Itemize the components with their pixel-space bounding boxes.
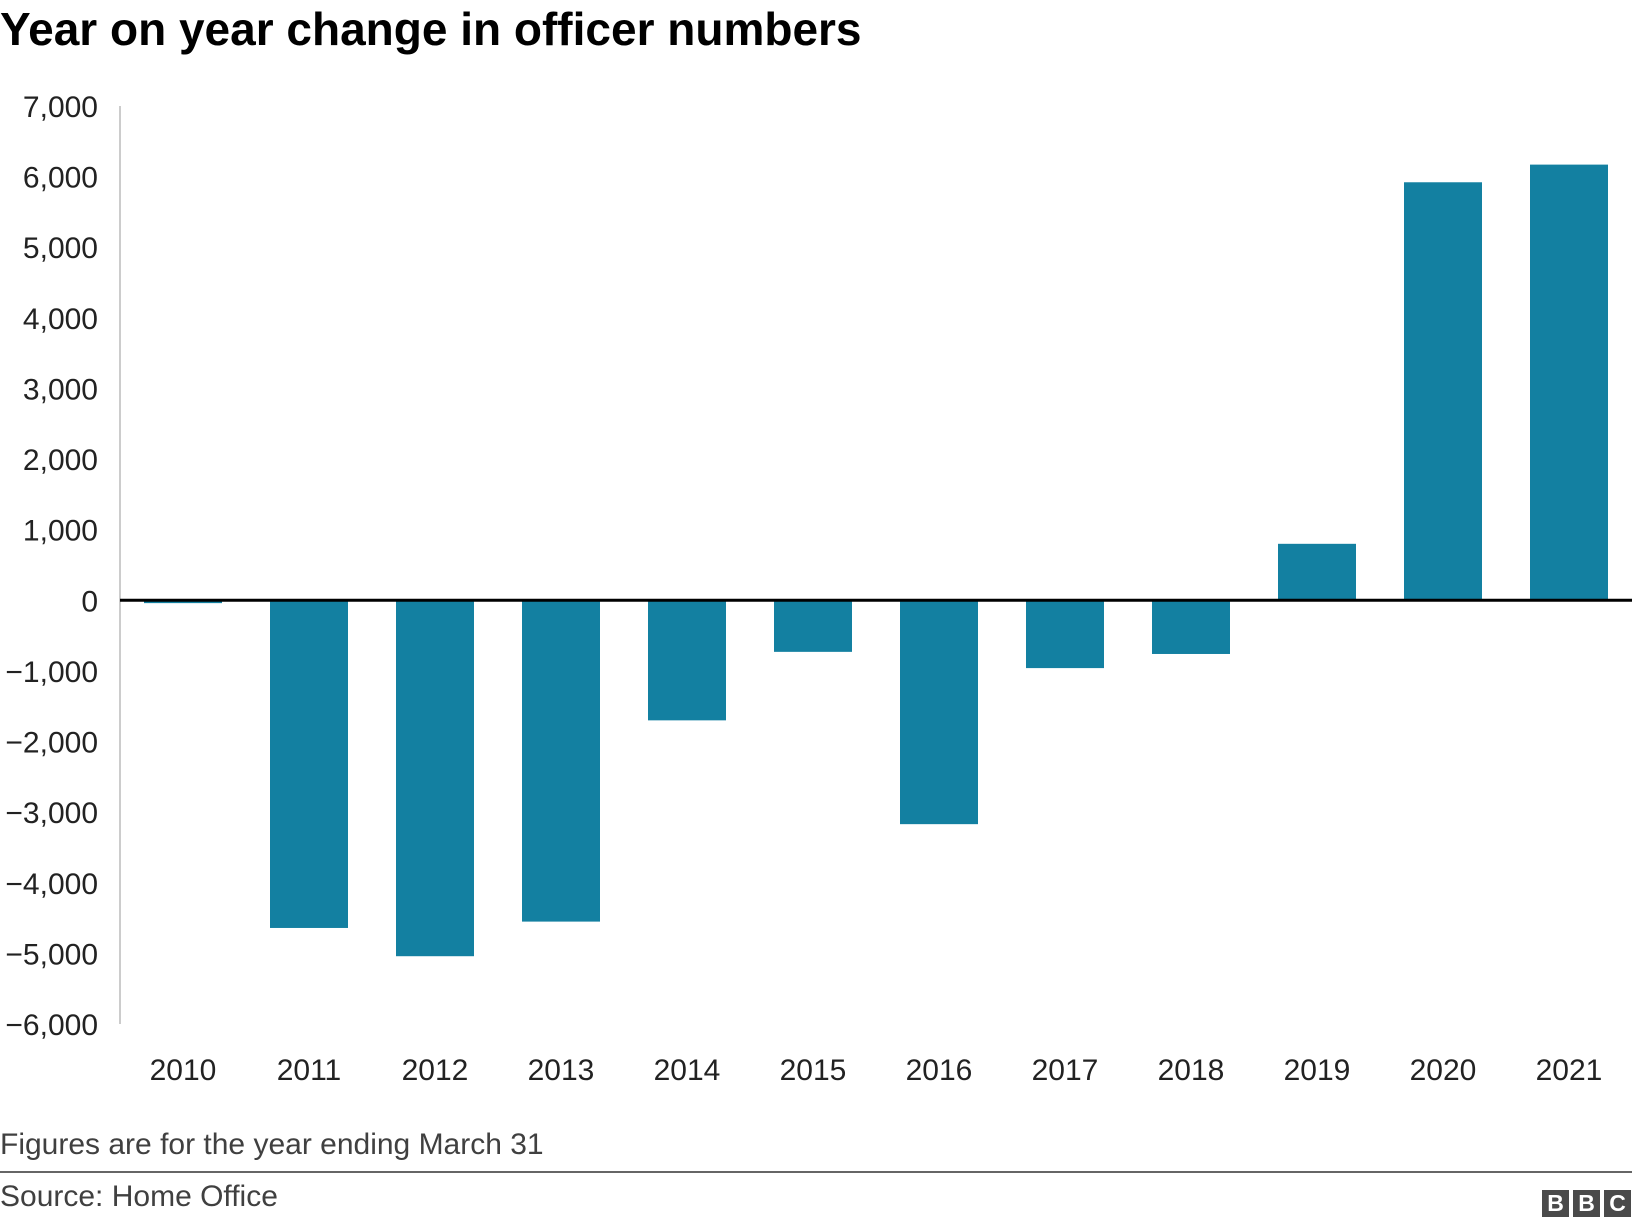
- y-tick-label: 2,000: [23, 444, 98, 477]
- x-tick-label: 2014: [654, 1054, 721, 1087]
- y-tick-label: 7,000: [23, 91, 98, 124]
- bar: [1404, 182, 1482, 601]
- bar-chart: 7,000 6,000 5,000 4,000 3,000 2,000 1,000 0 −1,0…: [5, 91, 1632, 1087]
- y-tick-label: −4,000: [5, 868, 98, 901]
- x-tick-label: 2017: [1032, 1054, 1099, 1087]
- x-tick-label: 2020: [1410, 1054, 1477, 1087]
- x-tick-label: 2018: [1158, 1054, 1225, 1087]
- y-tick-label: −1,000: [5, 656, 98, 689]
- y-tick-label: 1,000: [23, 515, 98, 548]
- logo-letter: B: [1573, 1190, 1600, 1217]
- y-tick-label: −5,000: [5, 938, 98, 971]
- x-tick-label: 2013: [528, 1054, 595, 1087]
- logo-letter: C: [1604, 1190, 1631, 1217]
- x-tick-label: 2010: [150, 1054, 217, 1087]
- y-tick-label: 0: [81, 585, 98, 618]
- bar: [774, 600, 852, 652]
- footer-divider: [0, 1171, 1632, 1173]
- y-tick-label: 4,000: [23, 303, 98, 336]
- bar: [270, 600, 348, 928]
- y-tick-label: 6,000: [23, 162, 98, 195]
- x-tick-label: 2012: [402, 1054, 469, 1087]
- bar: [648, 600, 726, 721]
- bar: [1152, 600, 1230, 654]
- x-tick-label: 2019: [1284, 1054, 1351, 1087]
- bar: [900, 600, 978, 825]
- bbc-logo: B B C: [1542, 1190, 1631, 1217]
- bar: [396, 600, 474, 957]
- y-tick-label: 5,000: [23, 232, 98, 265]
- bar: [1278, 543, 1356, 601]
- y-tick-label: −3,000: [5, 797, 98, 830]
- y-tick-label: −6,000: [5, 1009, 98, 1042]
- x-tick-label: 2021: [1536, 1054, 1603, 1087]
- source-text: Source: Home Office: [0, 1180, 278, 1213]
- y-tick-label: −2,000: [5, 727, 98, 760]
- chart-note: Figures are for the year ending March 31: [0, 1128, 544, 1161]
- chart-title: Year on year change in officer numbers: [0, 3, 862, 55]
- x-tick-label: 2011: [277, 1054, 342, 1087]
- logo-letter: B: [1542, 1190, 1569, 1217]
- bar: [1026, 600, 1104, 669]
- y-tick-label: 3,000: [23, 373, 98, 406]
- bar: [1530, 164, 1608, 601]
- x-tick-label: 2015: [780, 1054, 847, 1087]
- x-tick-label: 2016: [906, 1054, 973, 1087]
- bar: [522, 600, 600, 922]
